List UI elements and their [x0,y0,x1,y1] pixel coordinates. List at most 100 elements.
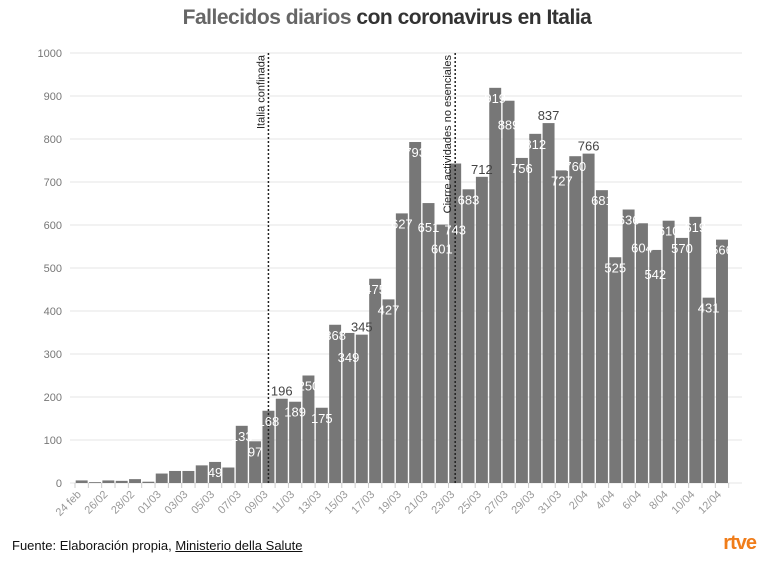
x-tick-label: 07/03 [216,489,244,517]
data-label: 97 [248,444,262,459]
data-label: 525 [604,260,626,275]
data-label: 683 [458,192,480,207]
bar [569,156,582,483]
bar [676,237,688,483]
source-prefix: Fuente: Elaboración propia, [12,538,176,553]
data-label: 431 [698,301,720,316]
x-tick-label: 10/04 [669,489,697,517]
data-label: 889 [498,118,520,133]
x-tick-label: 05/03 [189,489,217,517]
bar [462,189,475,483]
x-tick-label: 09/03 [243,489,271,517]
bar [529,133,542,483]
bar [622,209,635,483]
bar [382,299,395,483]
bar [515,157,528,484]
x-tick-label: 12/04 [696,489,724,517]
bar [422,203,435,483]
bar [716,239,728,483]
data-label: 601 [431,242,453,257]
rtve-logo: rtve [723,532,757,554]
data-label: 570 [671,241,693,256]
bar [355,334,368,483]
x-tick-label: 8/04 [647,489,671,513]
data-label: 760 [564,159,586,174]
data-label: 766 [578,139,600,154]
x-tick-label: 6/04 [620,489,644,513]
bar [702,297,715,483]
bar [142,481,155,483]
bar [582,153,595,483]
x-tick-label: 2/04 [567,489,591,513]
x-tick-label: 13/03 [296,489,324,517]
data-label: 345 [351,320,373,335]
y-tick-label: 1000 [38,48,62,60]
bar [449,163,462,483]
data-label: 619 [684,220,706,235]
data-label: 368 [324,328,346,343]
y-tick-label: 700 [44,177,62,189]
bar-chart: 0 100 200 300 400 500 600 700 800 900 1000 24 feb26… [38,48,742,519]
chart-title: Fallecidos diarios con coronavirus en It… [0,6,774,30]
annotation-label: Italia confinada [255,54,267,129]
bar [435,224,448,483]
x-tick-label: 11/03 [270,489,297,516]
title-highlight: Fallecidos diarios [182,6,352,29]
data-label: 175 [311,411,333,426]
data-label: 475 [364,282,386,297]
x-tick-label: 4/04 [594,489,618,513]
data-label: 168 [258,414,280,429]
data-label: 793 [404,145,426,160]
x-tick-label: 26/02 [83,489,111,517]
bar [89,482,101,483]
x-tick-label: 03/03 [163,489,191,517]
data-label: 604 [631,240,653,255]
bar [155,473,168,483]
x-tick-label: 24 feb [54,489,84,519]
bar [235,425,248,483]
bar [275,398,288,483]
data-label: 250 [298,379,320,394]
bar [609,257,622,483]
bar [302,375,315,483]
bar [542,123,555,483]
data-label: 189 [284,405,306,420]
bar [209,461,222,483]
data-label: 610 [658,224,680,239]
data-label: 349 [338,350,360,365]
x-tick-label: 31/03 [536,489,564,517]
bar [329,324,342,483]
x-tick-label: 29/03 [509,489,537,517]
x-tick-label: 27/03 [483,489,511,517]
y-tick-label: 0 [56,478,62,490]
title-rest: con coronavirus en Italia [356,6,592,29]
x-tick-label: 21/03 [403,489,431,517]
y-tick-label: 500 [44,263,62,275]
y-tick-label: 300 [44,349,62,361]
bar [289,401,302,483]
data-label: 627 [391,216,413,231]
x-tick-label: 28/02 [109,489,137,517]
bar [342,332,355,483]
bar [75,480,88,483]
annotation-label: Cierre actividades no esenciales [442,55,454,214]
data-label: 427 [378,302,400,317]
bar [249,441,262,483]
y-tick-label: 900 [44,91,62,103]
x-tick-label: 01/03 [136,489,164,517]
bar [635,223,648,483]
bar [502,100,515,483]
data-label: 196 [271,384,293,399]
bar [182,470,195,483]
bar [395,213,408,483]
x-tick-label: 19/03 [376,489,404,517]
bar [315,407,328,483]
source-note: Fuente: Elaboración propia, Ministerio d… [12,538,303,553]
source-link[interactable]: Ministerio della Salute [175,538,303,553]
bar [689,216,702,483]
y-tick-label: 400 [44,306,62,318]
data-label: 542 [644,267,666,282]
y-tick-label: 600 [44,220,62,232]
bar [195,465,208,483]
data-label: 651 [418,220,440,235]
